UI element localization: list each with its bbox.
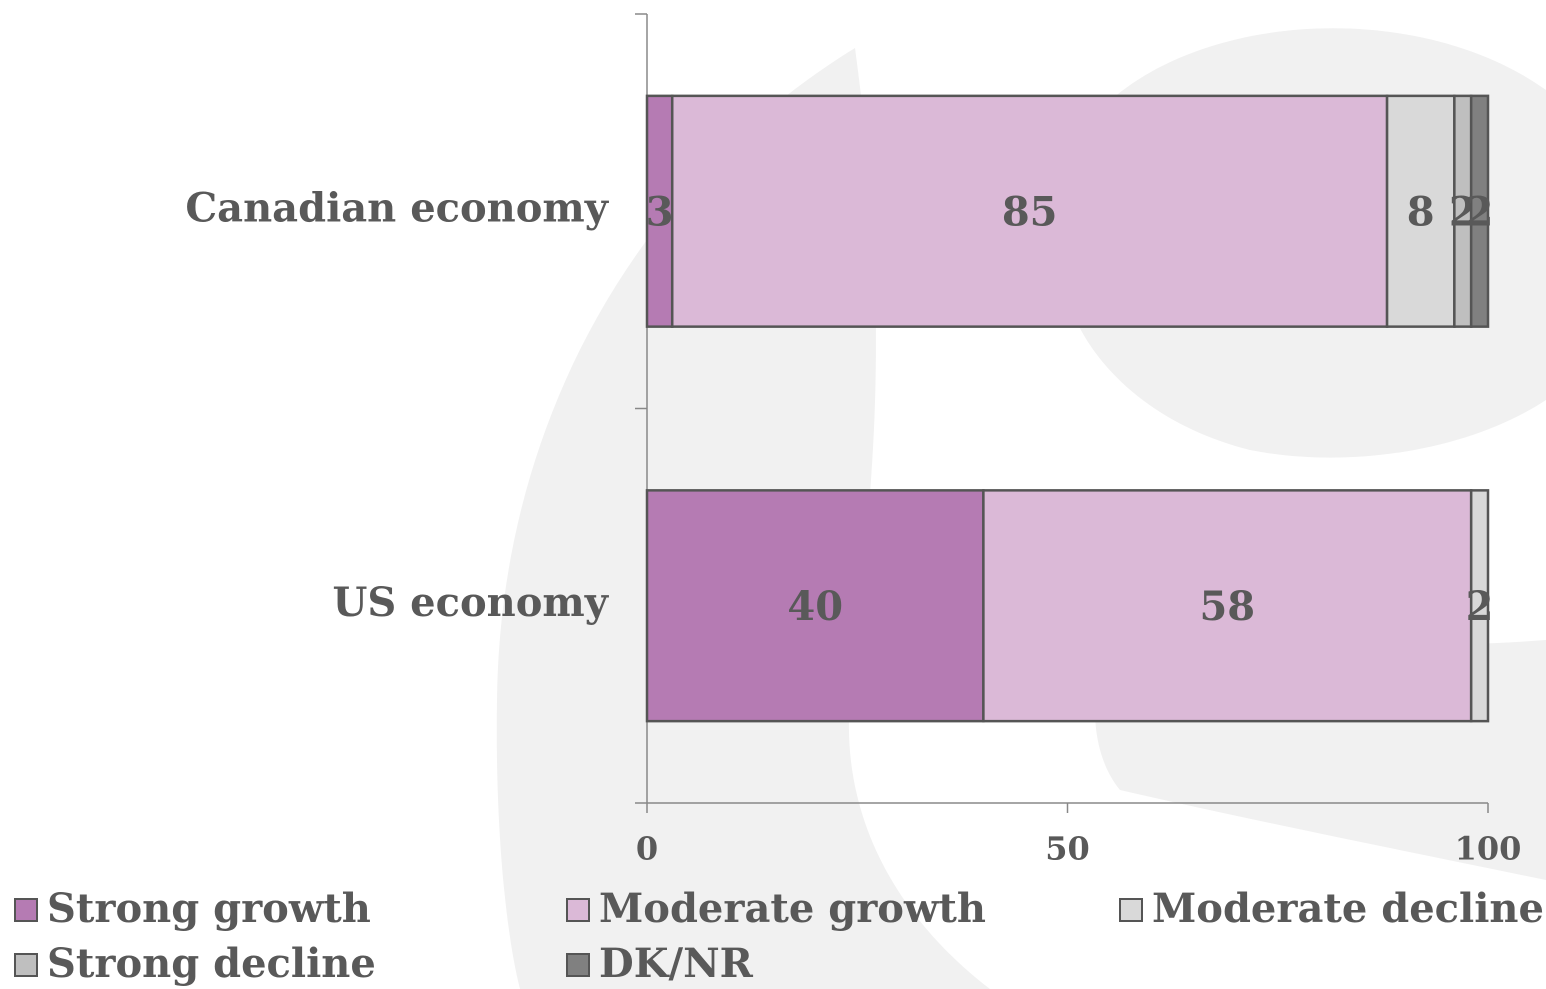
data-label: 85	[1002, 188, 1058, 235]
x-tick-label: 0	[636, 830, 658, 868]
legend-swatch	[566, 953, 590, 977]
data-label: 2	[1466, 188, 1494, 235]
legend-label: Moderate growth	[599, 885, 986, 932]
legend-label: DK/NR	[599, 940, 754, 987]
legend-label: Moderate decline	[1152, 885, 1544, 932]
data-label: 40	[787, 583, 843, 630]
category-label: US economy	[332, 579, 609, 626]
data-label: 8	[1407, 188, 1435, 235]
legend-swatch	[1119, 898, 1143, 922]
bar-segment	[645, 94, 674, 328]
legend-swatch	[14, 898, 38, 922]
legend-label: Strong growth	[47, 885, 371, 932]
data-label: 3	[646, 188, 674, 235]
bar-segment	[1469, 489, 1490, 723]
x-tick-label: 50	[1045, 830, 1090, 868]
legend-swatch	[14, 953, 38, 977]
data-label: 2	[1466, 583, 1494, 630]
x-tick-label: 100	[1455, 830, 1522, 868]
bar-segment	[982, 489, 1473, 723]
category-label: Canadian economy	[185, 184, 609, 231]
bar-segment	[670, 94, 1389, 328]
data-label: 58	[1199, 583, 1255, 630]
legend-label: Strong decline	[47, 940, 376, 987]
legend-swatch	[566, 898, 590, 922]
bar-segment	[1469, 94, 1490, 328]
